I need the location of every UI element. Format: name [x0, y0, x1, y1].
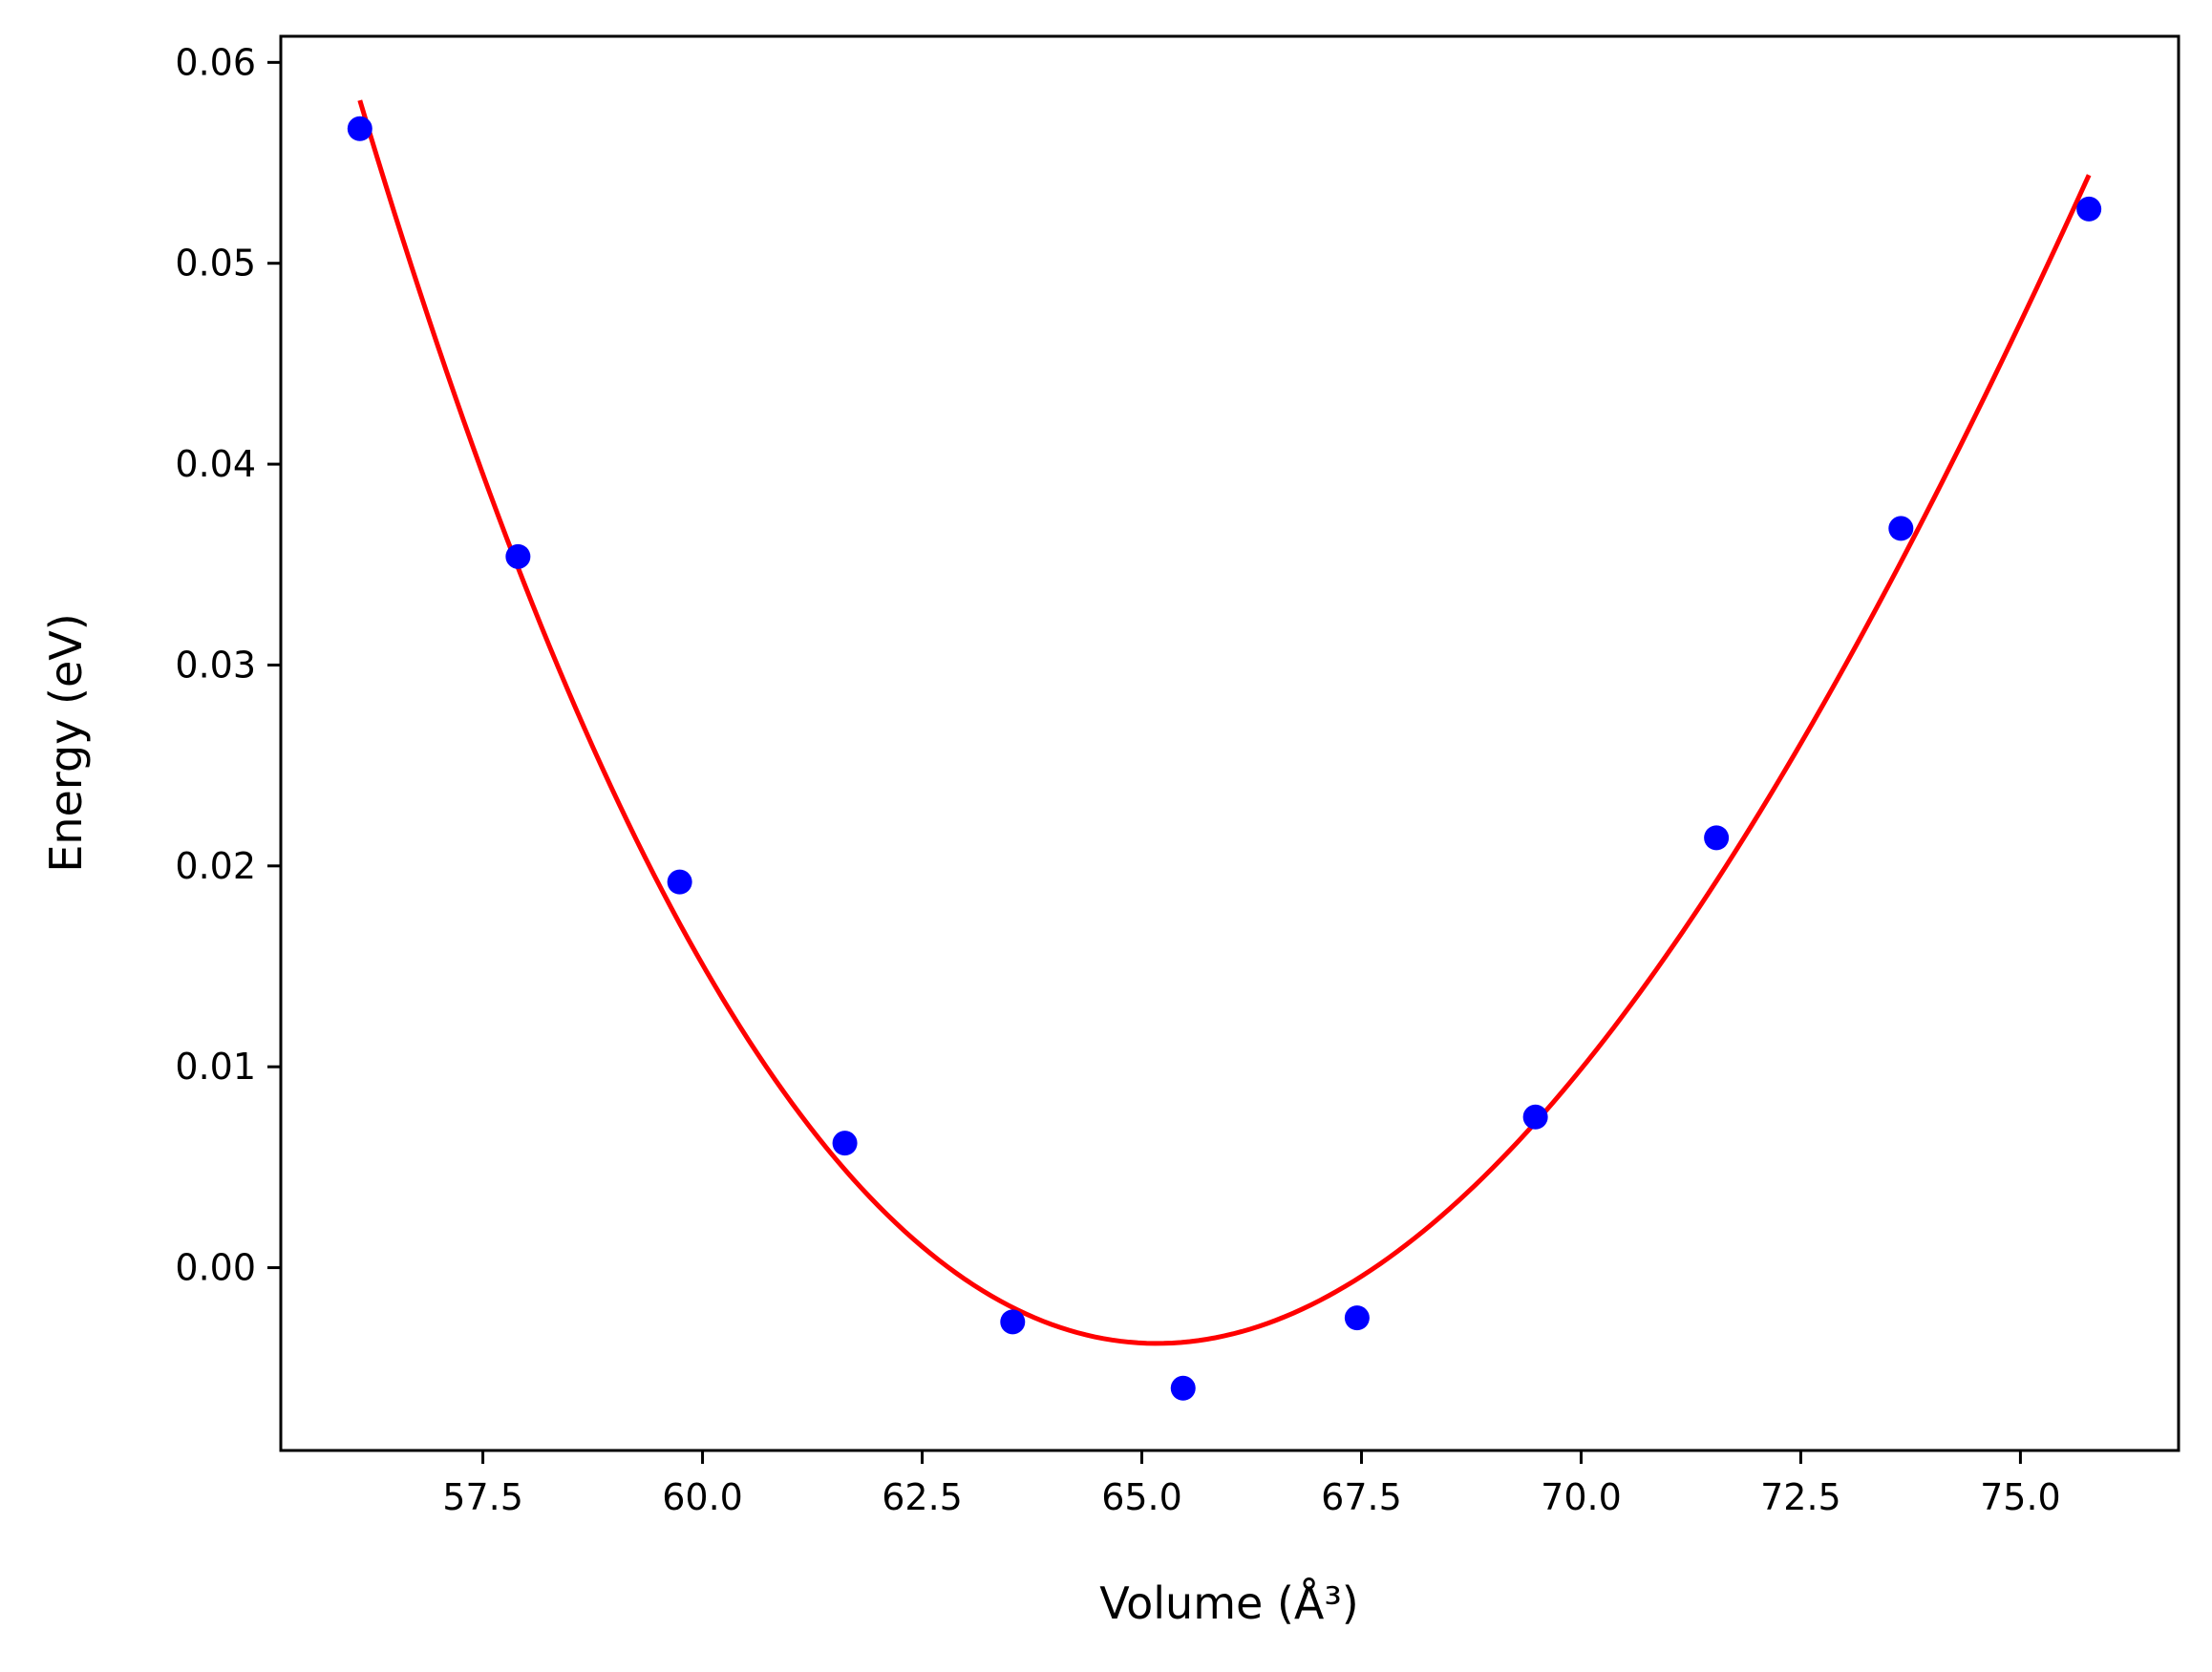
x-tick-label: 72.5: [1760, 1476, 1841, 1518]
y-tick-label: 0.03: [175, 644, 256, 686]
fit-line: [357, 99, 2092, 1346]
y-axis-label: Energy (eV): [40, 613, 92, 872]
y-tick-label: 0.01: [175, 1046, 256, 1088]
data-points-layer: [347, 116, 2102, 1401]
y-tick-label: 0.00: [175, 1247, 256, 1289]
data-point: [347, 116, 372, 141]
data-point: [832, 1131, 858, 1156]
data-point: [1888, 516, 1914, 541]
fit-curve-layer: [357, 99, 2092, 1346]
x-axis-label: Volume (Å³): [1099, 1577, 1359, 1629]
data-point: [1170, 1375, 1196, 1401]
y-tick-label: 0.06: [175, 41, 256, 83]
x-tick-label: 62.5: [882, 1476, 963, 1518]
x-tick-label: 60.0: [662, 1476, 743, 1518]
x-tick-label: 70.0: [1541, 1476, 1622, 1518]
data-point: [505, 543, 531, 569]
plot-frame: [279, 34, 2180, 1452]
y-tick-label: 0.04: [175, 443, 256, 485]
y-tick-label: 0.05: [175, 243, 256, 285]
data-point: [1704, 825, 1730, 851]
data-point: [667, 869, 692, 895]
data-point: [1522, 1104, 1548, 1130]
data-point: [2076, 196, 2102, 222]
y-tick-label: 0.02: [175, 845, 256, 887]
x-tick-label: 67.5: [1321, 1476, 1402, 1518]
data-point: [1000, 1309, 1026, 1335]
data-point: [1344, 1305, 1370, 1331]
x-tick-label: 65.0: [1101, 1476, 1182, 1518]
y-axis-ticks: 0.00 0.01 0.02 0.03 0.04 0.05 0.06: [175, 41, 281, 1289]
x-tick-label: 75.0: [1980, 1476, 2061, 1518]
x-tick-label: 57.5: [442, 1476, 523, 1518]
x-axis-ticks: 57.5 60.0 62.5 65.0 67.5 70.0 72.5 75.0: [442, 1450, 2061, 1518]
